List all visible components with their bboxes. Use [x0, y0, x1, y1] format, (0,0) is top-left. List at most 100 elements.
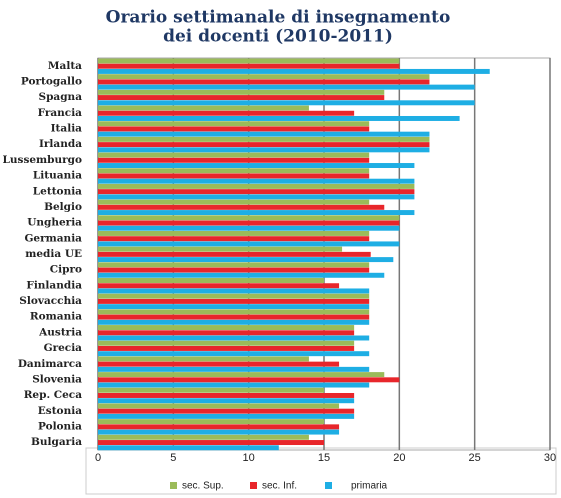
bar — [98, 382, 370, 388]
bar — [98, 314, 370, 320]
bar — [98, 173, 370, 179]
y-tick-label: Rep. Ceca — [24, 389, 82, 401]
y-tick-label: Slovacchia — [19, 295, 82, 307]
x-tick-label: 10 — [243, 452, 255, 464]
bar — [98, 319, 370, 325]
bar — [98, 288, 370, 294]
bar — [98, 345, 355, 351]
bar — [98, 366, 370, 372]
y-tick-label: Ungheria — [27, 217, 82, 229]
bar — [98, 413, 355, 419]
y-tick-label: Portogallo — [21, 76, 82, 88]
bar — [98, 225, 400, 231]
bar — [98, 215, 400, 221]
bar — [98, 178, 415, 184]
legend-swatch — [250, 482, 257, 489]
y-tick-label: Cipro — [50, 264, 82, 276]
y-tick-label: Francia — [38, 107, 83, 119]
bar — [98, 131, 430, 137]
legend-label: primaria — [351, 481, 388, 492]
legend-swatch — [170, 482, 177, 489]
bar — [98, 115, 460, 121]
bar — [98, 136, 430, 142]
bar — [98, 361, 340, 367]
bar — [98, 246, 343, 252]
bar — [98, 152, 370, 158]
bar — [98, 157, 370, 163]
bar — [98, 408, 355, 414]
bar — [98, 325, 355, 331]
bar — [98, 68, 490, 74]
bar — [98, 387, 324, 393]
bar — [98, 440, 324, 446]
bar — [98, 183, 415, 189]
bar — [98, 445, 279, 451]
bar — [98, 398, 355, 404]
bar — [98, 126, 370, 132]
bar — [98, 335, 370, 341]
bar — [98, 74, 430, 80]
bar — [98, 434, 309, 440]
y-tick-label: Malta — [48, 60, 82, 72]
bar — [98, 168, 370, 174]
bar — [98, 163, 415, 168]
x-tick-label: 5 — [170, 452, 176, 464]
bar — [98, 58, 400, 64]
x-tick-label: 20 — [393, 452, 405, 464]
bar — [98, 110, 355, 116]
bar — [98, 251, 371, 257]
bar — [98, 298, 370, 304]
bar — [98, 84, 475, 90]
x-tick-label: 0 — [95, 452, 101, 464]
y-tick-label: Finlandia — [26, 279, 82, 291]
bar — [98, 230, 370, 236]
axis-box — [85, 447, 557, 495]
y-tick-label: Germania — [24, 232, 82, 244]
y-tick-label: Grecia — [44, 342, 83, 354]
bar — [98, 267, 370, 273]
bar — [98, 121, 370, 127]
bar — [98, 424, 340, 430]
x-tick-label: 25 — [469, 452, 481, 464]
y-tick-label: Italia — [51, 123, 83, 135]
bar — [98, 142, 430, 148]
bar — [98, 283, 340, 289]
bar — [98, 95, 385, 101]
bar — [98, 309, 370, 315]
bar — [98, 89, 385, 95]
bar — [98, 210, 415, 216]
bar — [98, 377, 400, 383]
y-tick-label: Lituania — [33, 170, 82, 182]
bar — [98, 262, 370, 268]
chart-title: dei docenti (2010-2011) — [163, 27, 393, 47]
y-tick-label: Lettonia — [33, 185, 82, 197]
legend-label: sec. Inf. — [262, 481, 297, 492]
y-tick-label: Spagna — [38, 91, 82, 103]
bar — [98, 429, 340, 435]
bar — [98, 63, 400, 69]
legend-label: sec. Sup. — [182, 481, 224, 492]
legend-swatch — [325, 482, 332, 489]
y-tick-label: Bulgaria — [31, 436, 82, 448]
bar — [98, 372, 385, 378]
bar — [98, 204, 385, 210]
bar — [98, 393, 355, 398]
x-tick-label: 30 — [544, 452, 556, 464]
bar — [98, 304, 370, 310]
bar — [98, 403, 340, 409]
bar — [98, 257, 394, 263]
y-tick-label: Estonia — [38, 405, 82, 417]
y-tick-label: Slovenia — [32, 373, 82, 385]
bar — [98, 340, 355, 346]
y-tick-label: Irlanda — [39, 138, 82, 150]
bar — [98, 79, 430, 85]
bar — [98, 356, 309, 362]
chart-title: Orario settimanale di insegnamento — [106, 8, 451, 28]
y-tick-label: Danimarca — [18, 358, 82, 370]
bar — [98, 100, 475, 106]
bar — [98, 199, 370, 205]
y-tick-label: Romania — [30, 311, 82, 323]
bar — [98, 189, 415, 195]
bar — [98, 272, 385, 278]
